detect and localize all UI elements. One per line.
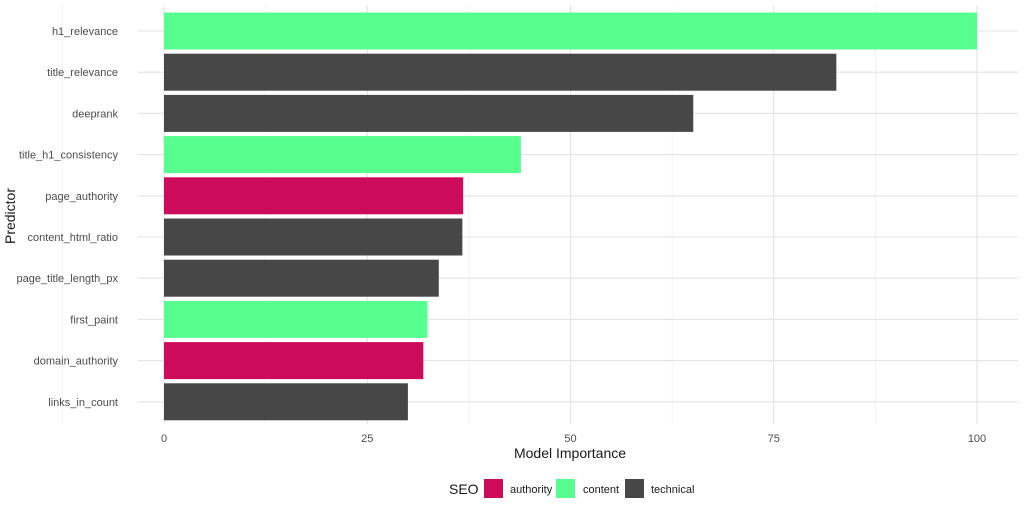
legend-key-content <box>556 479 575 498</box>
bar-h1_relevance <box>164 12 977 50</box>
legend: SEO authority content technical <box>449 479 694 498</box>
y-tick-label: h1_relevance <box>52 26 118 38</box>
bar-deeprank <box>164 94 694 132</box>
x-tick-label: 25 <box>361 433 373 445</box>
legend-label-technical: technical <box>651 484 694 496</box>
x-tick-label: 75 <box>768 433 780 445</box>
y-tick-label: first_paint <box>70 314 118 326</box>
x-axis-title: Model Importance <box>514 445 626 461</box>
bars <box>164 12 977 421</box>
y-tick-label: page_title_length_px <box>16 273 118 285</box>
legend-label-content: content <box>583 484 619 496</box>
y-tick-label: title_h1_consistency <box>19 150 119 162</box>
legend-key-technical <box>625 479 644 498</box>
y-tick-labels: h1_relevance title_relevance deeprank title… <box>16 26 118 409</box>
bar-links_in_count <box>164 383 408 421</box>
x-tick-labels: 0 25 50 75 100 <box>161 433 986 445</box>
legend-label-authority: authority <box>510 484 553 496</box>
bar-page_title_length_px <box>164 259 439 297</box>
x-tick-label: 0 <box>161 433 167 445</box>
bar-domain_authority <box>164 342 424 380</box>
x-tick-label: 50 <box>564 433 576 445</box>
y-tick-label: content_html_ratio <box>28 232 119 244</box>
y-tick-label: domain_authority <box>34 356 119 368</box>
bar-title_relevance <box>164 53 837 91</box>
y-tick-label: links_in_count <box>48 397 118 409</box>
y-tick-label: title_relevance <box>47 67 118 79</box>
bar-title_h1_consistency <box>164 136 521 174</box>
x-tick-label: 100 <box>968 433 986 445</box>
y-tick-label: page_authority <box>45 191 118 203</box>
legend-title: SEO <box>449 481 479 497</box>
y-tick-label: deeprank <box>72 108 118 120</box>
bar-first_paint <box>164 300 428 338</box>
legend-key-authority <box>484 479 503 498</box>
bar-content_html_ratio <box>164 218 463 256</box>
y-axis-title: Predictor <box>2 188 18 244</box>
bar-page_authority <box>164 177 464 215</box>
